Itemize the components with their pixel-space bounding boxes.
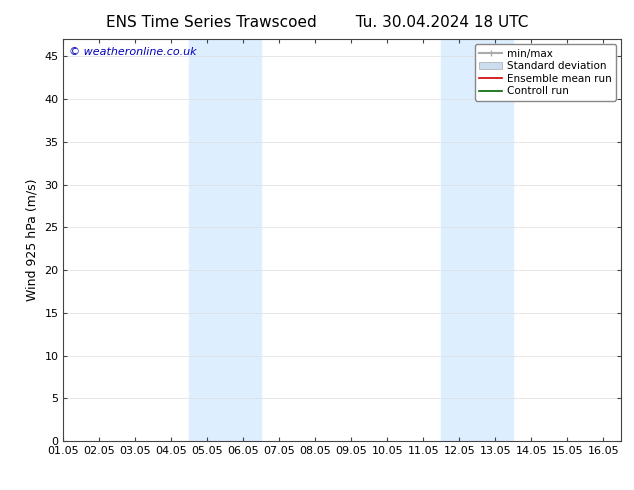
Bar (190, 39, 261, 441)
Text: © weatheronline.co.uk: © weatheronline.co.uk (69, 47, 197, 57)
Legend: min/max, Standard deviation, Ensemble mean run, Controll run: min/max, Standard deviation, Ensemble me… (475, 45, 616, 100)
Y-axis label: Wind 925 hPa (m/s): Wind 925 hPa (m/s) (26, 179, 39, 301)
Bar (441, 39, 514, 441)
Text: ENS Time Series Trawscoed        Tu. 30.04.2024 18 UTC: ENS Time Series Trawscoed Tu. 30.04.2024… (106, 15, 528, 30)
